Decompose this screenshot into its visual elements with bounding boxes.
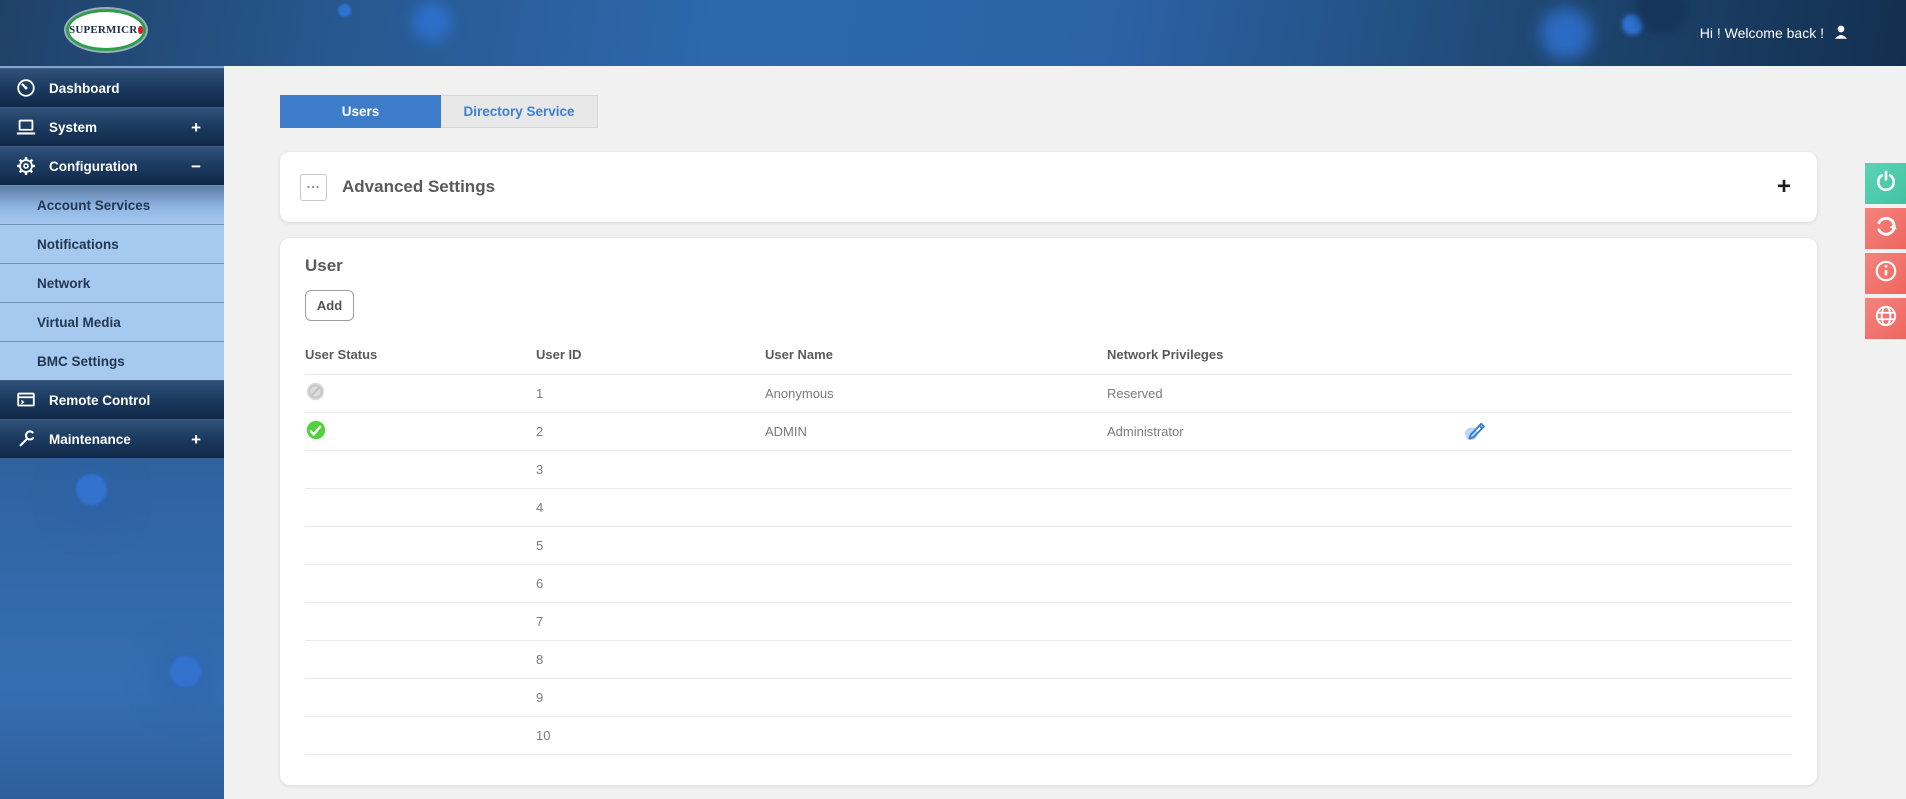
laptop-icon: [13, 116, 39, 138]
user-section-title: User: [305, 256, 343, 275]
user-avatar-icon[interactable]: [1832, 23, 1850, 44]
sidebar-item-label: System: [49, 119, 98, 135]
cell-user-name: ADMIN: [765, 412, 1107, 451]
col-header-user-name: User Name: [765, 336, 1107, 375]
quick-actions-panel: [1865, 163, 1906, 339]
power-button[interactable]: [1865, 163, 1906, 204]
ellipsis-icon: ...: [300, 173, 327, 201]
table-row[interactable]: 7: [305, 602, 1792, 641]
user-disabled-icon: [305, 381, 326, 405]
welcome-area[interactable]: Hi ! Welcome back !: [1700, 0, 1850, 66]
table-row[interactable]: 1 Anonymous Reserved: [305, 374, 1792, 413]
globe-button[interactable]: [1865, 298, 1906, 339]
expand-plus-icon[interactable]: +: [191, 429, 201, 449]
sidebar-item-label: Configuration: [49, 158, 138, 174]
expand-plus-icon[interactable]: +: [191, 117, 201, 137]
table-row[interactable]: 5: [305, 526, 1792, 565]
sidebar-item-network[interactable]: Network: [0, 263, 224, 302]
sidebar-item-bmc-settings[interactable]: BMC Settings: [0, 341, 224, 380]
sidebar-item-label: Virtual Media: [37, 314, 121, 330]
decorative-bubble: [412, 2, 452, 42]
cell-user-id: 9: [536, 678, 765, 717]
cell-user-id: 6: [536, 564, 765, 603]
advanced-settings-card: ... Advanced Settings +: [280, 152, 1817, 222]
info-button[interactable]: [1865, 253, 1906, 294]
sidebar-item-notifications[interactable]: Notifications: [0, 224, 224, 263]
cell-user-id: 8: [536, 640, 765, 679]
sidebar-item-configuration[interactable]: Configuration −: [0, 146, 224, 185]
edit-user-icon[interactable]: [1463, 417, 1488, 445]
decorative-bubble: [1540, 8, 1592, 60]
user-enabled-icon: [305, 419, 327, 444]
decorative-bubble: [1636, 0, 1688, 34]
advanced-settings-title: Advanced Settings: [342, 177, 496, 196]
top-header: SUPERMICR Hi ! Welcome back !: [0, 0, 1906, 66]
cell-user-id: 10: [536, 716, 765, 755]
sidebar-item-label: Remote Control: [49, 392, 151, 408]
cell-user-name: Anonymous: [765, 374, 1107, 413]
table-row[interactable]: 3: [305, 450, 1792, 489]
col-header-user-status: User Status: [305, 336, 536, 375]
decorative-bubble: [170, 656, 201, 687]
refresh-icon: [1873, 213, 1899, 244]
cell-privileges: Reserved: [1107, 374, 1463, 413]
sidebar-item-maintenance[interactable]: Maintenance +: [0, 419, 224, 458]
col-header-network-privileges: Network Privileges: [1107, 336, 1463, 375]
globe-icon: [1873, 303, 1899, 334]
cell-privileges: Administrator: [1107, 412, 1463, 451]
main-content: Users Directory Service ... Advanced Set…: [224, 66, 1906, 799]
table-row[interactable]: 2 ADMIN Administrator: [305, 412, 1792, 451]
sidebar: Dashboard System + Configura: [0, 66, 224, 799]
table-header-row: User Status User ID User Name Network Pr…: [305, 336, 1792, 375]
col-header-user-id: User ID: [536, 336, 765, 375]
sidebar-item-label: Notifications: [37, 236, 119, 252]
sidebar-item-system[interactable]: System +: [0, 107, 224, 146]
cell-user-id: 1: [536, 374, 765, 413]
logo-text: SUPERMICR: [69, 24, 138, 36]
cell-user-id: 5: [536, 526, 765, 565]
sidebar-item-label: Network: [37, 275, 91, 291]
table-row[interactable]: 8: [305, 640, 1792, 679]
sidebar-item-account-services[interactable]: Account Services: [0, 185, 224, 224]
welcome-text: Hi ! Welcome back !: [1699, 25, 1824, 41]
sidebar-item-virtual-media[interactable]: Virtual Media: [0, 302, 224, 341]
info-icon: [1873, 258, 1899, 289]
sidebar-item-dashboard[interactable]: Dashboard: [0, 68, 224, 107]
collapse-minus-icon[interactable]: −: [191, 156, 201, 176]
terminal-icon: [13, 389, 39, 411]
decorative-bubble: [338, 4, 351, 17]
table-row[interactable]: 6: [305, 564, 1792, 603]
gauge-icon: [13, 77, 39, 99]
table-row[interactable]: 9: [305, 678, 1792, 717]
cell-user-id: 2: [536, 412, 765, 451]
sidebar-item-label: Maintenance: [49, 431, 131, 447]
table-row[interactable]: 4: [305, 488, 1792, 527]
logo-red-dot: [138, 26, 143, 34]
sidebar-item-label: Dashboard: [49, 80, 120, 96]
sidebar-item-remote-control[interactable]: Remote Control: [0, 380, 224, 419]
decorative-bubble: [76, 474, 107, 505]
sidebar-item-label: BMC Settings: [37, 353, 125, 369]
users-table: User Status User ID User Name Network Pr…: [305, 336, 1792, 755]
cell-user-id: 7: [536, 602, 765, 641]
gear-icon: [13, 155, 39, 177]
add-user-button[interactable]: Add: [305, 290, 354, 321]
tab-users[interactable]: Users: [280, 95, 441, 128]
table-row[interactable]: 10: [305, 716, 1792, 755]
sidebar-item-label: Account Services: [37, 197, 151, 213]
cell-user-id: 3: [536, 450, 765, 489]
power-icon: [1873, 168, 1899, 199]
refresh-button[interactable]: [1865, 208, 1906, 249]
supermicro-logo: SUPERMICR: [66, 9, 146, 51]
cell-user-id: 4: [536, 488, 765, 527]
wrench-icon: [13, 428, 39, 450]
tab-bar: Users Directory Service: [280, 95, 598, 128]
expand-advanced-settings-button[interactable]: +: [1776, 173, 1791, 200]
tab-directory-service[interactable]: Directory Service: [441, 95, 598, 128]
user-card: User Add User Status User ID User Name N…: [280, 238, 1817, 785]
col-header-actions: [1463, 336, 1792, 375]
